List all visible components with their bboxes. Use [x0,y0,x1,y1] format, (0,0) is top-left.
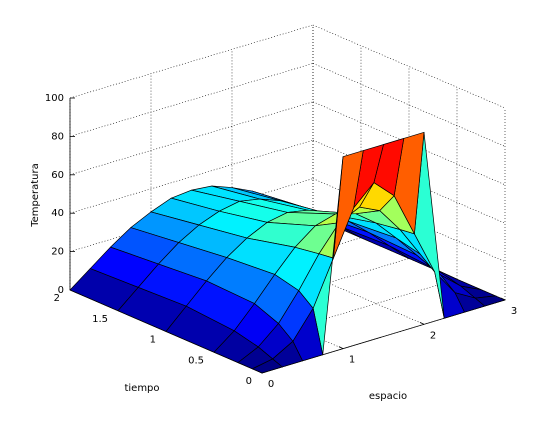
z-tick-label: 100 [45,93,64,104]
y-tick-label: 0 [246,376,252,387]
z-axis-label: Temperatura [30,163,41,228]
grid-line [69,139,314,214]
y-tick-label: 1.5 [92,314,108,325]
x-tick-label: 0 [268,379,274,390]
grid-line [312,178,506,262]
z-tick-label: 60 [51,170,64,181]
z-tick-label: 0 [58,285,64,296]
y-tick-label: 2 [54,293,60,304]
x-tick-label: 2 [430,330,436,341]
grid-line [312,24,506,109]
tick-mark [338,346,344,350]
x-tick-label: 1 [349,355,355,366]
y-tick-label: 0.5 [188,355,204,366]
grid-line [312,101,506,186]
grid-line [69,24,314,99]
x-axis-label: espacio [369,391,407,402]
tick-mark [419,321,425,325]
grid-line [69,63,314,137]
surface [69,131,507,374]
y-tick-label: 1 [150,335,156,346]
x-tick-label: 3 [511,306,517,317]
z-tick-label: 40 [51,208,64,219]
grid-line [69,101,314,176]
surface-patch [251,358,283,374]
z-tick-label: 80 [51,131,64,142]
grid-line [312,139,506,224]
z-tick-label: 20 [51,247,64,258]
grid-line [312,63,506,147]
y-axis-label: tiempo [124,383,159,394]
